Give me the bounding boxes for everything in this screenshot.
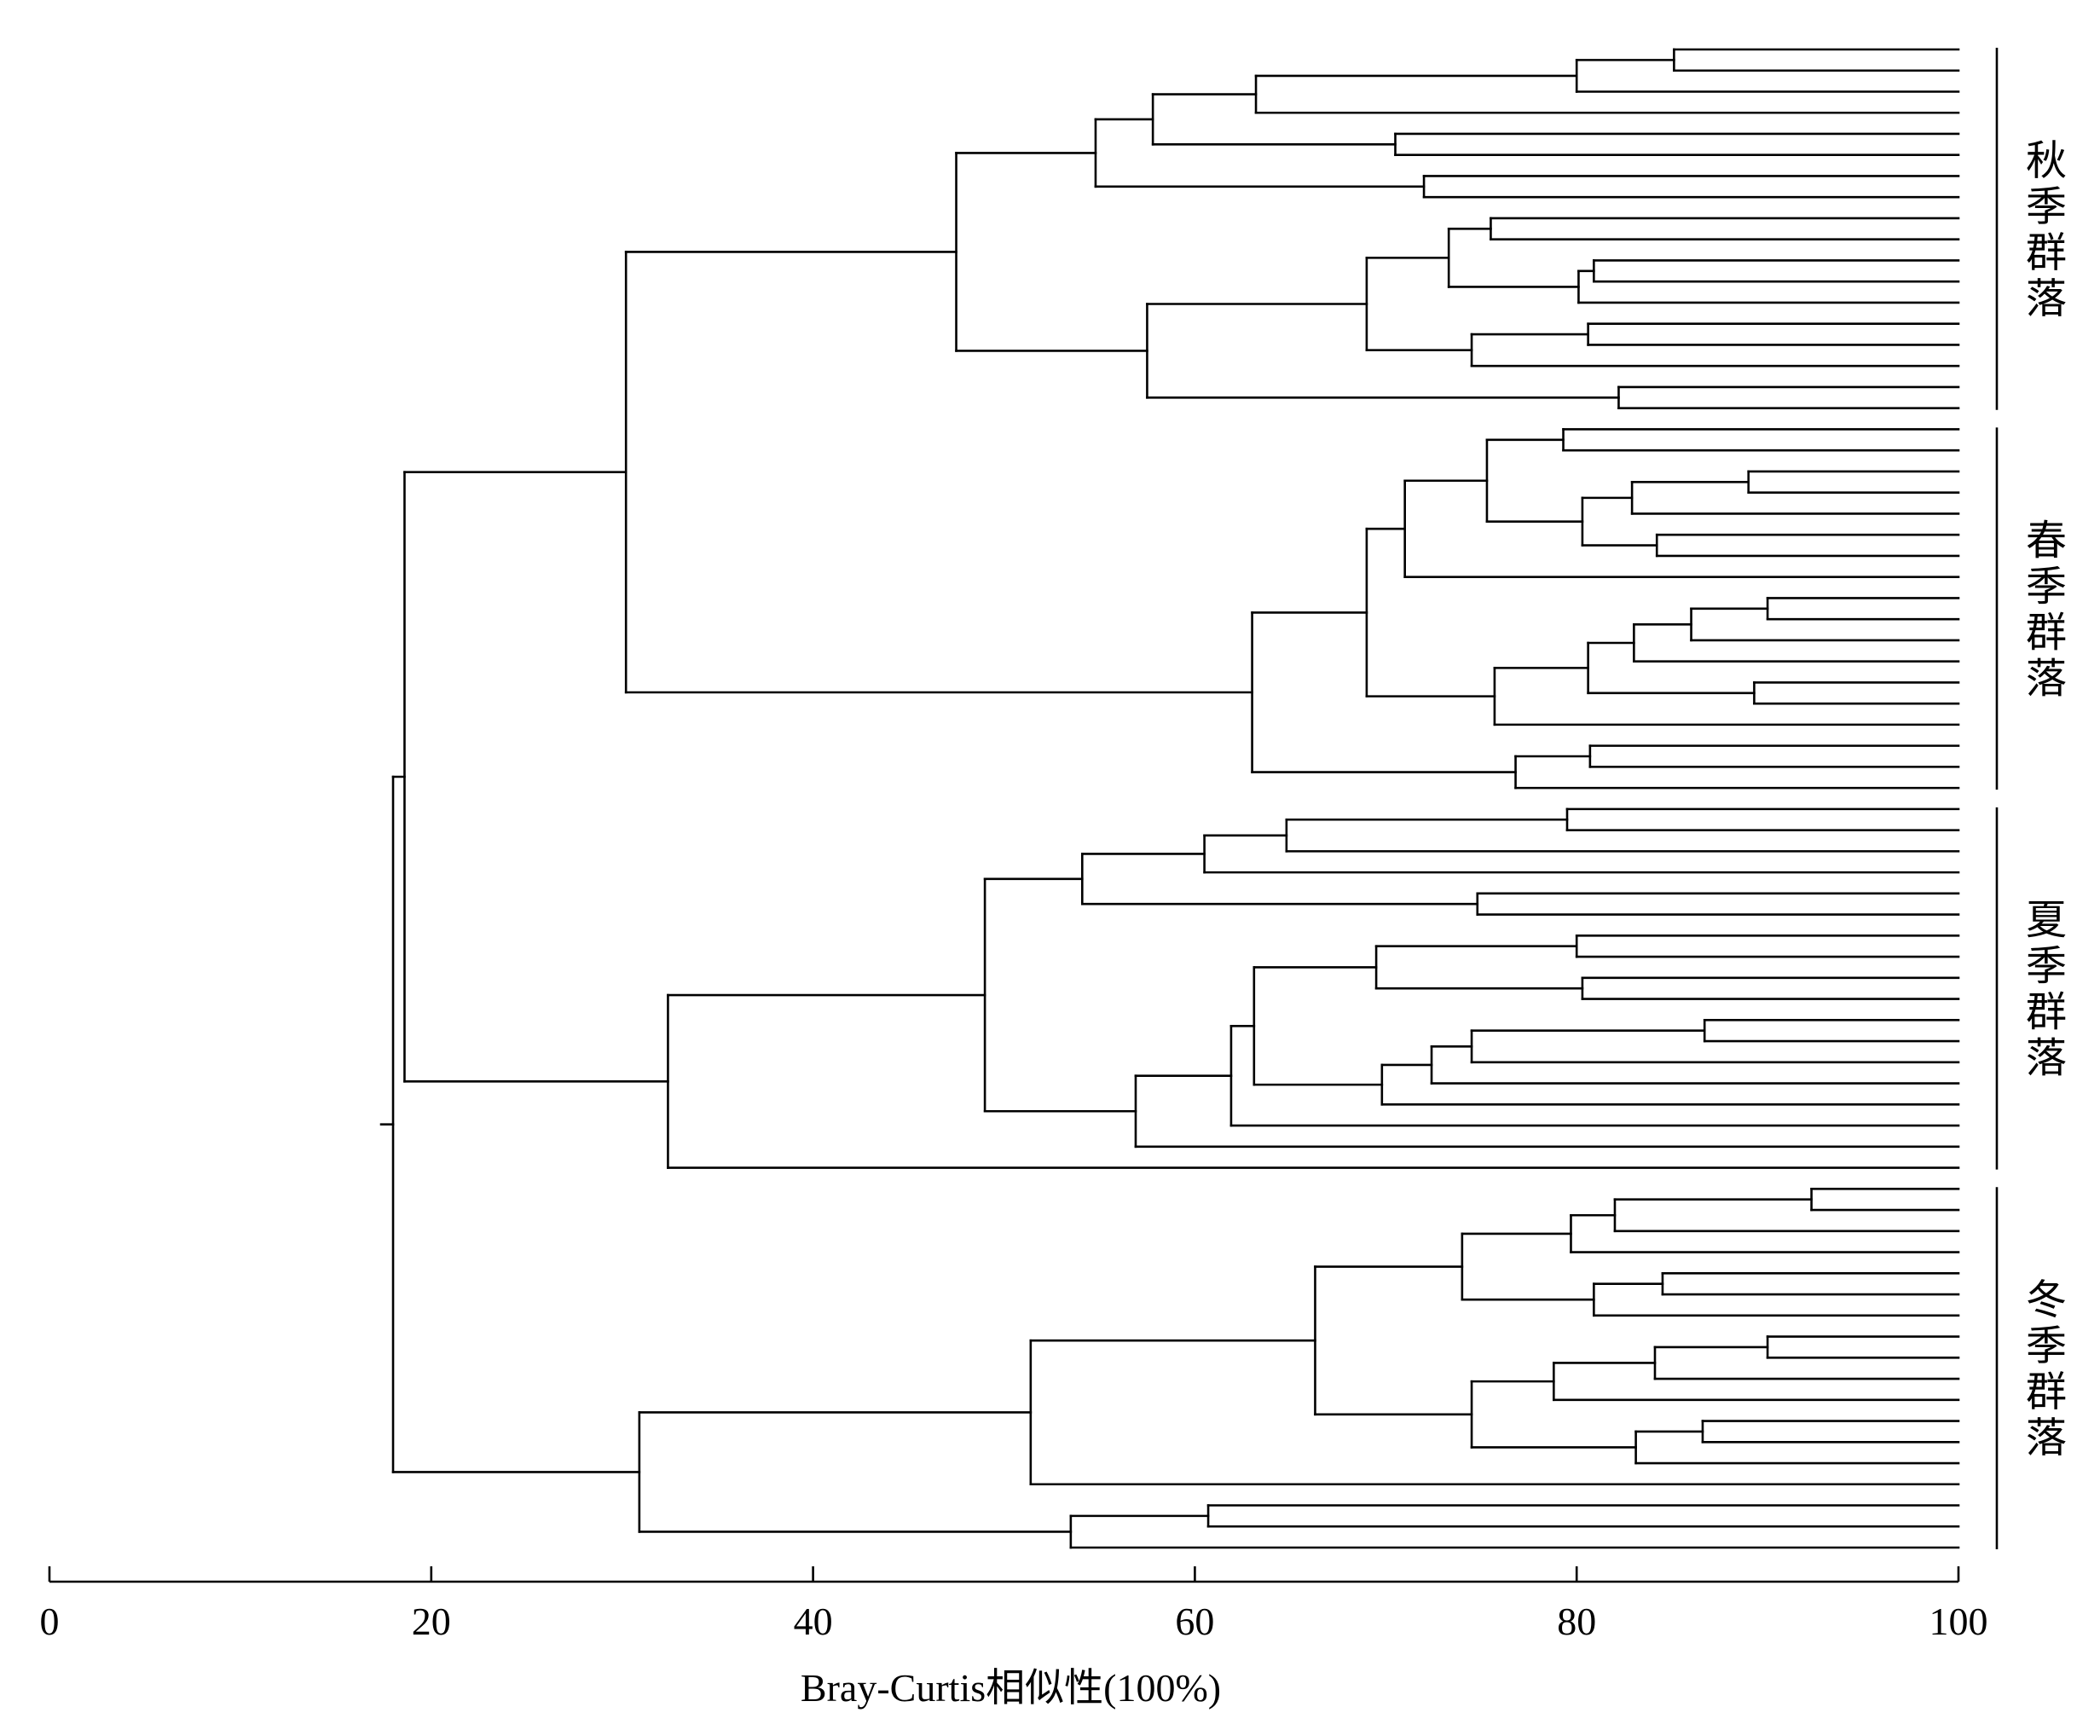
x-axis-ticks: 0 20 40 60 80 100 — [40, 1566, 1988, 1643]
x-axis: 0 20 40 60 80 100 Bray-Curtis相似性(100%) — [40, 1566, 1988, 1710]
season-group: 秋季群落 — [1995, 48, 2067, 410]
season-group: 夏季群落 — [1995, 807, 2067, 1170]
x-tick-label: 40 — [794, 1600, 833, 1643]
x-tick-label: 20 — [412, 1600, 451, 1643]
x-axis-title: Bray-Curtis相似性(100%) — [801, 1666, 1221, 1710]
season-group: 春季群落 — [1995, 427, 2067, 790]
season-group-label: 秋季群落 — [2026, 138, 2067, 321]
season-group: 冬季群落 — [1995, 1187, 2067, 1549]
x-tick-label: 0 — [40, 1600, 60, 1643]
season-group-label: 春季群落 — [2026, 518, 2067, 702]
season-group-label: 冬季群落 — [2026, 1278, 2067, 1461]
dendrogram-branches — [379, 48, 1960, 1549]
x-tick-label: 100 — [1929, 1600, 1988, 1643]
season-group-label: 夏季群落 — [2026, 898, 2067, 1081]
x-tick-label: 60 — [1175, 1600, 1214, 1643]
x-tick-label: 80 — [1557, 1600, 1596, 1643]
